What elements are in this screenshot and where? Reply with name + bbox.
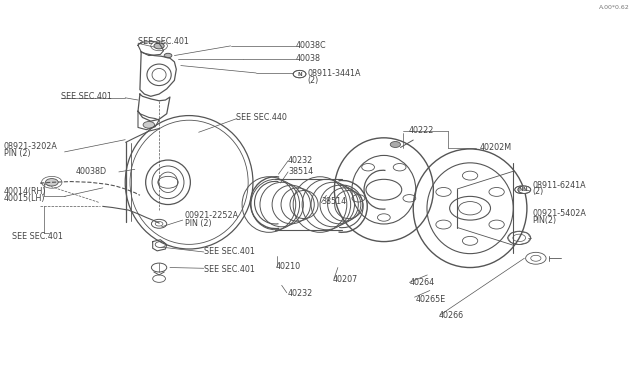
Text: 40207: 40207 bbox=[333, 275, 358, 284]
Text: 00921-2252A: 00921-2252A bbox=[184, 211, 239, 220]
Text: PIN (2): PIN (2) bbox=[4, 149, 31, 158]
Text: 38514: 38514 bbox=[288, 167, 313, 176]
Circle shape bbox=[143, 122, 155, 128]
Text: 40265E: 40265E bbox=[416, 295, 446, 304]
Text: SEE SEC.401: SEE SEC.401 bbox=[204, 264, 255, 273]
Text: (2): (2) bbox=[532, 187, 543, 196]
Text: (2): (2) bbox=[307, 76, 319, 85]
Text: SEE SEC.401: SEE SEC.401 bbox=[12, 231, 63, 241]
Text: 40038D: 40038D bbox=[76, 167, 107, 176]
Circle shape bbox=[154, 43, 164, 49]
Text: SEE SEC.440: SEE SEC.440 bbox=[236, 113, 287, 122]
Text: N: N bbox=[522, 187, 527, 192]
Text: 40014(RH): 40014(RH) bbox=[4, 187, 46, 196]
Circle shape bbox=[518, 186, 531, 193]
Text: PIN(2): PIN(2) bbox=[532, 216, 556, 225]
Text: SEE SEC.401: SEE SEC.401 bbox=[138, 37, 189, 46]
Text: 40015(LH): 40015(LH) bbox=[4, 195, 45, 203]
Text: 38514: 38514 bbox=[321, 198, 346, 206]
Text: 40210: 40210 bbox=[275, 262, 300, 271]
Text: 40232: 40232 bbox=[288, 289, 314, 298]
Text: 40038C: 40038C bbox=[296, 41, 326, 50]
Text: 00921-5402A: 00921-5402A bbox=[532, 209, 586, 218]
Text: 40202M: 40202M bbox=[479, 142, 512, 151]
Text: 08921-3202A: 08921-3202A bbox=[4, 142, 58, 151]
Text: SEE SEC.401: SEE SEC.401 bbox=[61, 92, 112, 101]
Circle shape bbox=[293, 70, 306, 78]
Text: 40222: 40222 bbox=[408, 126, 433, 135]
Text: N: N bbox=[297, 71, 302, 77]
Text: PIN (2): PIN (2) bbox=[184, 219, 211, 228]
Text: 40266: 40266 bbox=[438, 311, 463, 320]
Text: 40038: 40038 bbox=[296, 54, 321, 63]
Circle shape bbox=[515, 186, 527, 193]
Text: N: N bbox=[519, 187, 524, 192]
Text: 40264: 40264 bbox=[410, 278, 435, 287]
Text: 08911-6241A: 08911-6241A bbox=[532, 181, 586, 190]
Circle shape bbox=[164, 53, 172, 58]
Text: A.00*0.62: A.00*0.62 bbox=[599, 5, 630, 10]
Text: 08911-3441A: 08911-3441A bbox=[307, 69, 361, 78]
Circle shape bbox=[390, 141, 401, 147]
Circle shape bbox=[45, 179, 58, 186]
Text: 40232: 40232 bbox=[288, 155, 314, 164]
Text: SEE SEC.401: SEE SEC.401 bbox=[204, 247, 255, 256]
